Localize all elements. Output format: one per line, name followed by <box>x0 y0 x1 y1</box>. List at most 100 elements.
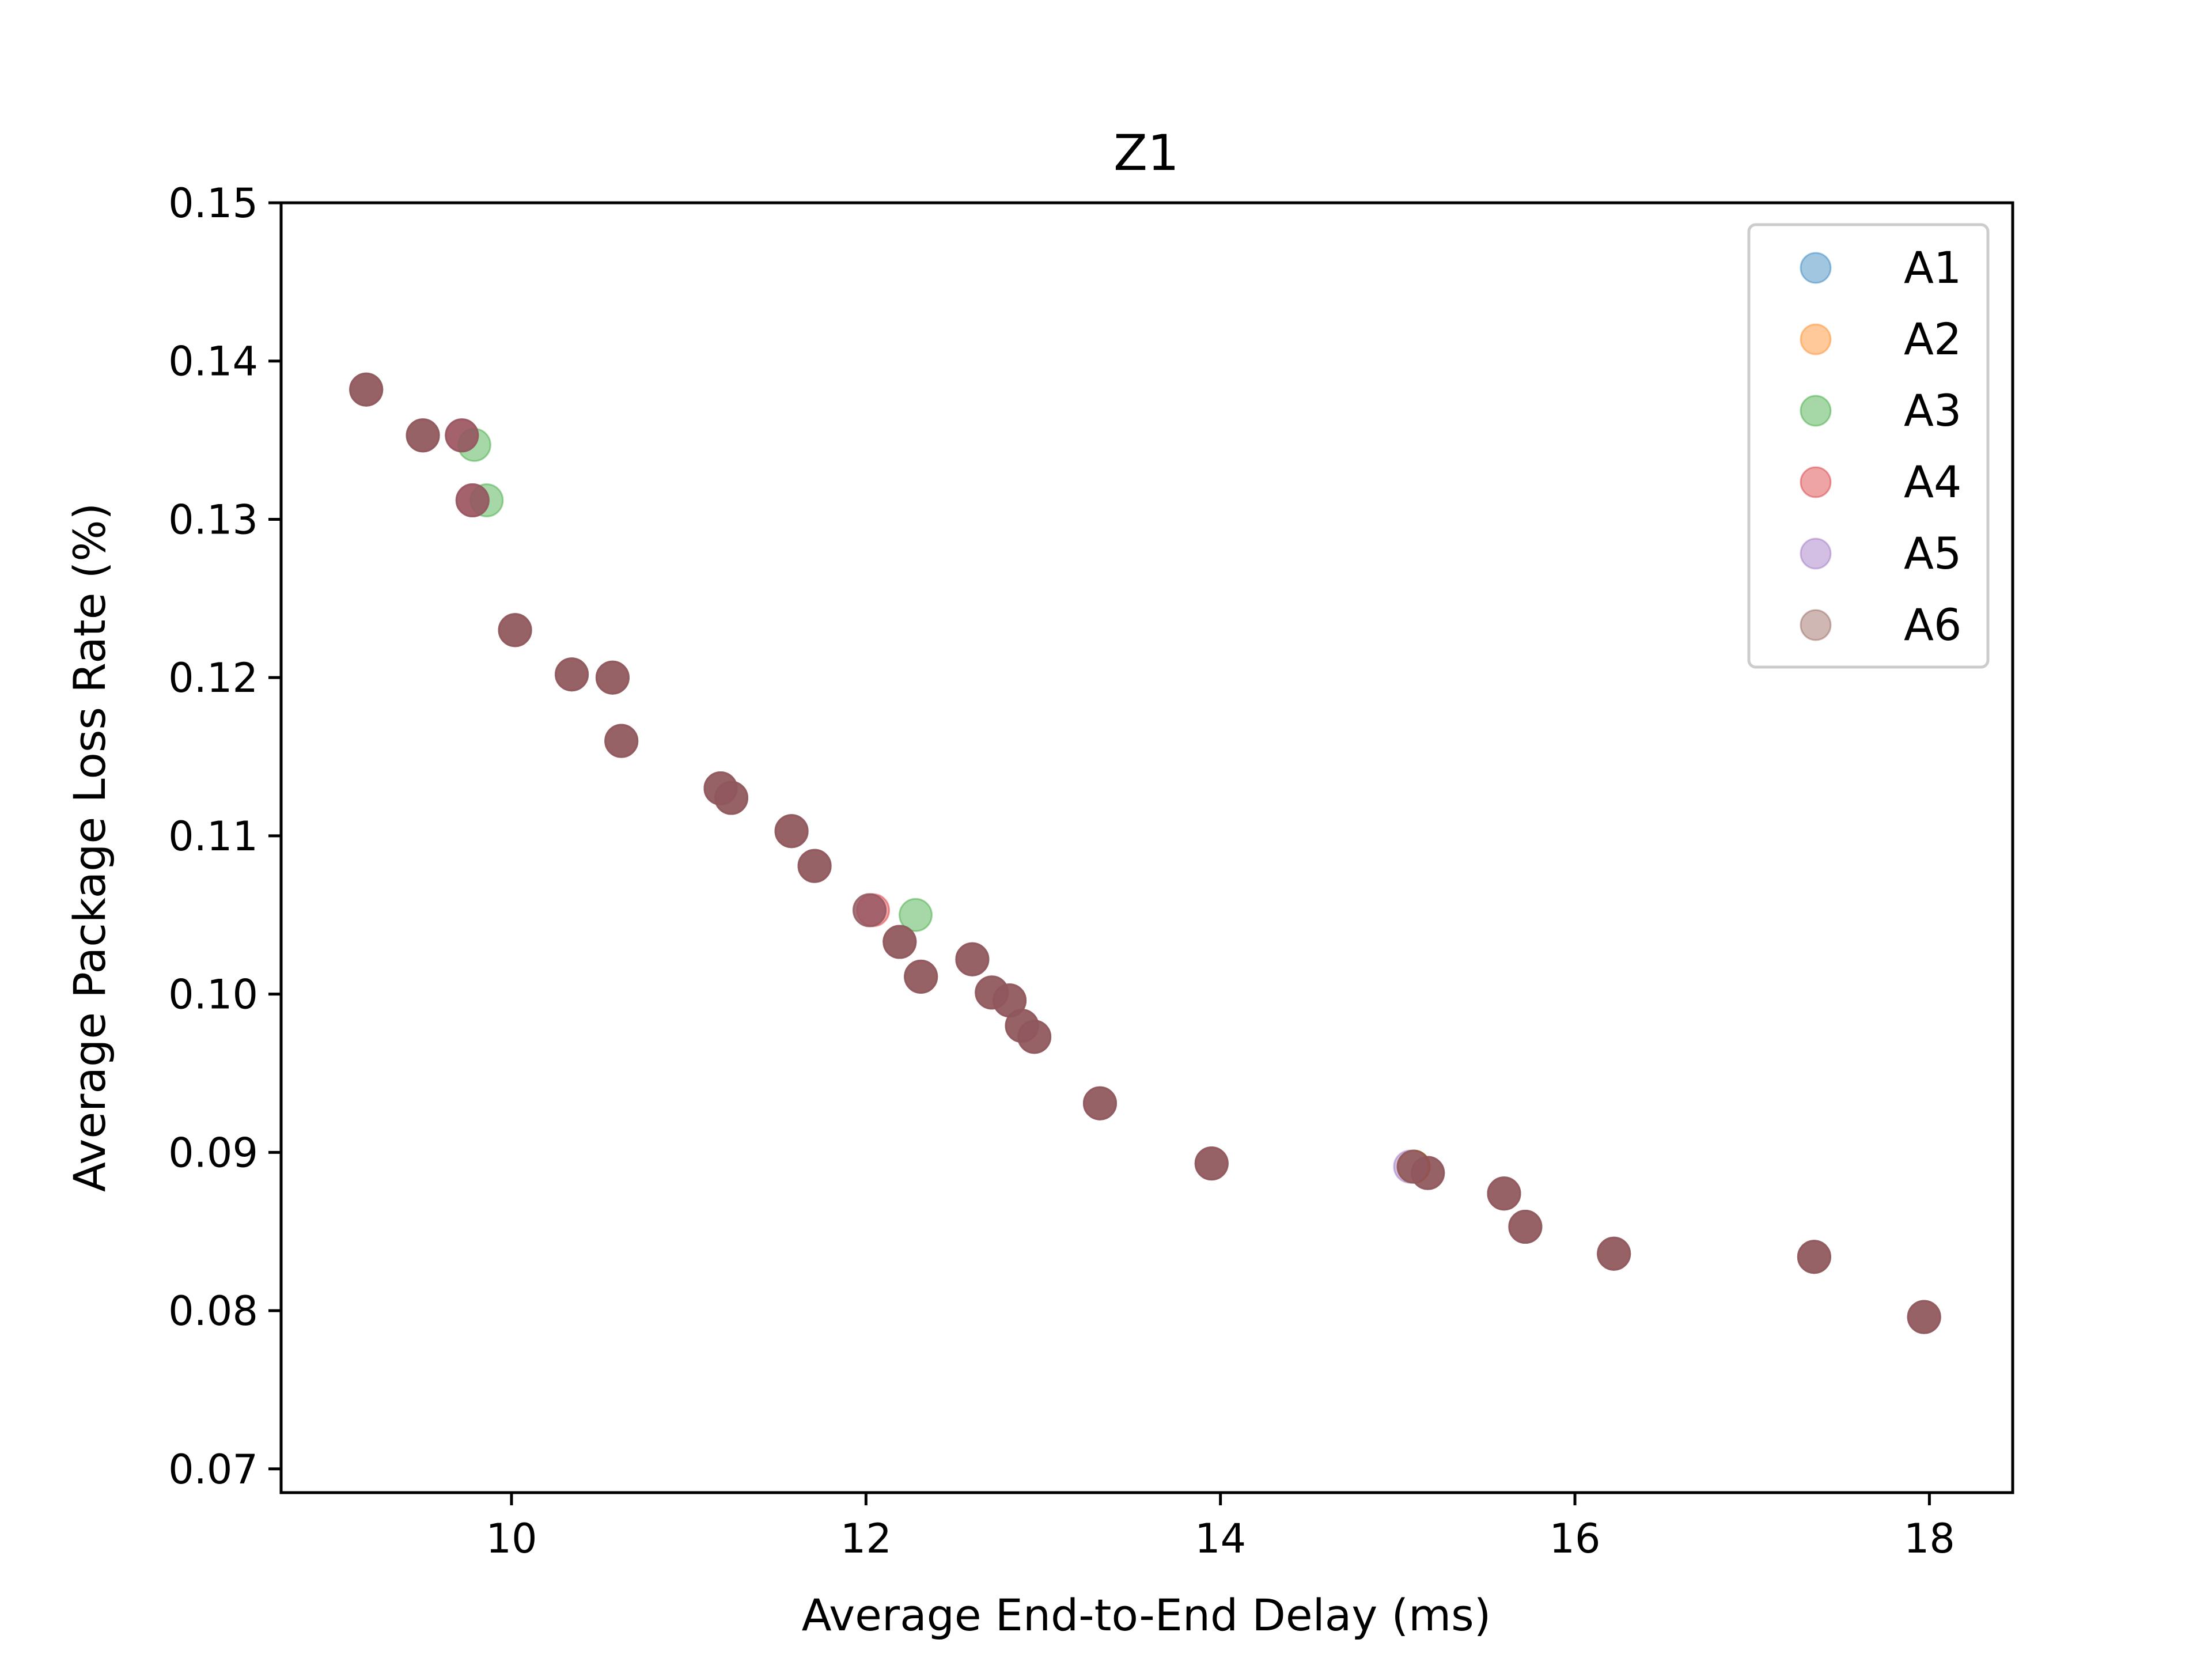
legend-label-a1: A1 <box>1904 242 1961 293</box>
point-a1-10 <box>774 814 809 849</box>
point-a5-6 <box>595 660 630 695</box>
point-a1-7 <box>604 724 639 758</box>
point-a2-12 <box>853 893 887 927</box>
point-a4-16 <box>975 975 1009 1010</box>
point-a5-11 <box>797 849 832 883</box>
point-a4-8 <box>703 771 738 805</box>
x-tick-label: 12 <box>840 1515 892 1562</box>
point-a5-3 <box>455 483 490 517</box>
point-a6-18 <box>1005 1009 1039 1043</box>
y-tick-label: 0.09 <box>168 1129 258 1176</box>
point-a5-17 <box>993 983 1027 1018</box>
point-a2-8 <box>703 771 738 805</box>
legend-frame <box>1747 223 1990 669</box>
y-axis-ticks: 0.07 0.08 0.09 0.10 0.11 0.12 0.13 0.14 0.15 <box>168 180 281 1493</box>
point-a6-13 <box>882 925 917 959</box>
point-a5-0 <box>349 372 384 407</box>
point-a2-24 <box>1487 1176 1521 1211</box>
point-a5-13 <box>882 925 917 959</box>
point-a6-20 <box>1083 1086 1117 1120</box>
legend-marker-a5 <box>1800 537 1832 570</box>
point-a6-9 <box>714 781 748 815</box>
point-a2-7 <box>604 724 639 758</box>
x-tick-label: 18 <box>1904 1515 1955 1562</box>
point-a6-23 <box>1411 1156 1445 1190</box>
point-a5-20 <box>1083 1086 1117 1120</box>
legend-label-a5: A5 <box>1904 528 1961 579</box>
point-a2-27 <box>1797 1240 1831 1274</box>
point-a1-22 <box>1396 1149 1431 1184</box>
point-a4-25 <box>1508 1210 1543 1244</box>
point-a1-9 <box>714 781 748 815</box>
y-tick-label: 0.12 <box>168 654 258 702</box>
point-a5-25 <box>1508 1210 1543 1244</box>
point-a4-7 <box>604 724 639 758</box>
point-a1-0 <box>349 372 384 407</box>
point-a3-19 <box>1017 1020 1052 1054</box>
chart-title: Z1 <box>1113 124 1179 182</box>
point-a3-4 <box>498 613 532 648</box>
point-a3-10 <box>774 814 809 849</box>
point-a2-15 <box>955 942 990 976</box>
point-a4-27 <box>1797 1240 1831 1274</box>
point-a1-19 <box>1017 1020 1052 1054</box>
legend-label-a6: A6 <box>1904 599 1961 650</box>
point-a4-4 <box>498 613 532 648</box>
point-a3-28 <box>1907 1300 1941 1334</box>
point-a3-9 <box>714 781 748 815</box>
point-a1-8 <box>703 771 738 805</box>
point-a1-1 <box>406 418 440 453</box>
point-a3-25 <box>1508 1210 1543 1244</box>
point-a1-3 <box>455 483 490 517</box>
x-tick-label: 10 <box>486 1515 537 1562</box>
point-a3-20 <box>1083 1086 1117 1120</box>
point-a2-1 <box>406 418 440 453</box>
point-a2-19 <box>1017 1020 1052 1054</box>
point-a1-15 <box>955 942 990 976</box>
legend-items: A1 A2 A3 A4 A5 A6 <box>1800 242 1961 650</box>
point-a2-5 <box>555 657 589 692</box>
point-a1-14 <box>904 959 938 994</box>
x-tick-label: 16 <box>1549 1515 1600 1562</box>
point-a4-9 <box>714 781 748 815</box>
point-a1-17 <box>993 983 1027 1018</box>
point-a3-23 <box>1411 1156 1445 1190</box>
point-a3-22 <box>1396 1149 1431 1184</box>
point-a6-0 <box>349 372 384 407</box>
point-a2-0 <box>349 372 384 407</box>
point-a4-5 <box>555 657 589 692</box>
point-a3-7 <box>604 724 639 758</box>
point-a2-22 <box>1396 1149 1431 1184</box>
point-a6-5 <box>555 657 589 692</box>
point-a5-19 <box>1017 1020 1052 1054</box>
point-a4-15 <box>955 942 990 976</box>
point-a1-12 <box>853 893 887 927</box>
y-tick-label: 0.11 <box>168 813 258 860</box>
point-a5-4 <box>498 613 532 648</box>
point-a6-16 <box>975 975 1009 1010</box>
point-a2-11 <box>797 849 832 883</box>
legend-marker-a3 <box>1800 395 1832 427</box>
point-a6-24 <box>1487 1176 1521 1211</box>
point-a6-21 <box>1194 1146 1229 1181</box>
point-a4-22 <box>1396 1149 1431 1184</box>
point-a3-3 <box>469 483 504 517</box>
point-a1-26 <box>1597 1236 1631 1271</box>
y-tick-label: 0.07 <box>168 1446 258 1493</box>
point-a1-28 <box>1907 1300 1941 1334</box>
point-a3-12 <box>899 898 933 932</box>
point-a1-11 <box>797 849 832 883</box>
point-a2-21 <box>1194 1146 1229 1181</box>
point-a1-24 <box>1487 1176 1521 1211</box>
point-a5-15 <box>955 942 990 976</box>
point-a4-10 <box>774 814 809 849</box>
legend-marker-a4 <box>1800 466 1832 498</box>
point-a1-18 <box>1005 1009 1039 1043</box>
point-a6-7 <box>604 724 639 758</box>
point-a6-28 <box>1907 1300 1941 1334</box>
point-a5-26 <box>1597 1236 1631 1271</box>
point-a6-12 <box>853 893 887 927</box>
point-a2-3 <box>455 483 490 517</box>
y-axis-label: Average Package Loss Rate (%) <box>64 503 115 1192</box>
